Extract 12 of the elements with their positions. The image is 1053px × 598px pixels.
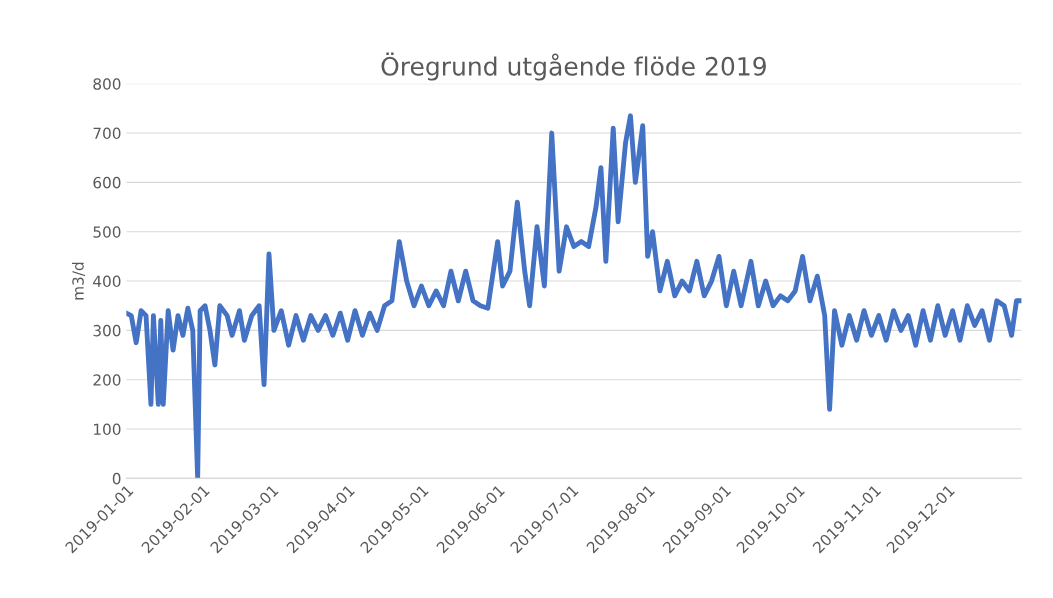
y-tick-label: 100 <box>94 423 121 436</box>
y-tick-label: 300 <box>93 324 121 337</box>
y-tick-label: 400 <box>93 275 121 288</box>
y-axis-title: m3/d <box>72 262 86 300</box>
chart-title: Öregrund utgående flöde 2019 <box>381 52 766 81</box>
line-series <box>126 113 1022 479</box>
y-tick-label: 500 <box>93 226 121 238</box>
y-tick-label: 800 <box>93 78 121 90</box>
y-tick-label: 700 <box>93 127 121 140</box>
y-tick-label: 0 <box>112 472 121 485</box>
y-tick-label: 200 <box>93 374 121 386</box>
y-tick-label: 600 <box>93 176 121 189</box>
